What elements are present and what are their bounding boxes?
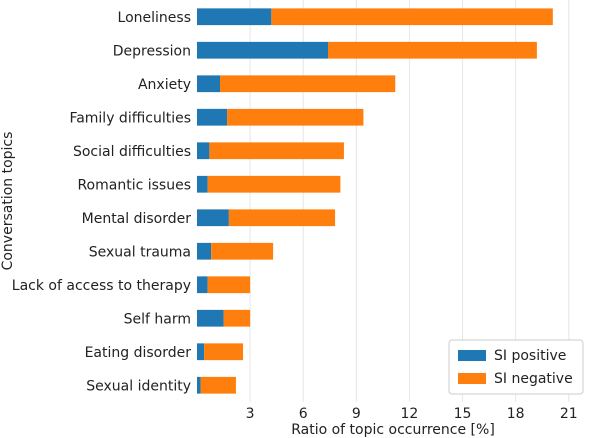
x-tick-labels: 3 6 9 12 15 18 21 xyxy=(246,406,578,422)
bars-group xyxy=(197,8,553,394)
bar-anxiety-si-negative xyxy=(220,75,396,93)
legend-label-si-negative: SI negative xyxy=(494,371,573,387)
bar-anxiety-si-positive xyxy=(197,75,221,93)
bar-loneliness-si-positive xyxy=(197,8,272,26)
legend-swatch-si-negative xyxy=(458,373,486,384)
y-tick-label-eating-disorder: Eating disorder xyxy=(85,345,192,361)
y-axis-title: Conversation topics xyxy=(0,132,16,271)
y-tick-label-loneliness: Loneliness xyxy=(118,10,191,26)
bar-sexual-identity-si-negative xyxy=(200,376,236,394)
bar-eating-disorder-si-negative xyxy=(204,343,244,361)
y-tick-label-sexual-identity: Sexual identity xyxy=(86,378,191,394)
legend-swatch-si-positive xyxy=(458,350,486,361)
y-tick-label-mental-disorder: Mental disorder xyxy=(82,211,192,227)
y-tick-label-lack-of-access-to-therapy: Lack of access to therapy xyxy=(12,278,191,294)
y-tick-label-romantic-issues: Romantic issues xyxy=(77,177,191,193)
legend: SI positive SI negative xyxy=(448,339,584,395)
x-tick-label-3: 3 xyxy=(246,406,255,422)
x-tick-label-18: 18 xyxy=(507,406,525,422)
bar-lack-of-access-to-therapy-si-negative xyxy=(207,276,251,294)
bar-self-harm-si-negative xyxy=(223,309,251,327)
bar-family-difficulties-si-positive xyxy=(197,108,228,126)
bar-lack-of-access-to-therapy-si-positive xyxy=(197,276,208,294)
gridlines xyxy=(249,0,570,402)
y-tick-label-self-harm: Self harm xyxy=(124,311,191,327)
x-tick-label-12: 12 xyxy=(401,406,419,422)
y-tick-label-social-difficulties: Social difficulties xyxy=(73,144,191,160)
y-tick-label-anxiety: Anxiety xyxy=(138,77,191,93)
bar-social-difficulties-si-negative xyxy=(209,142,344,160)
x-tick-label-9: 9 xyxy=(352,406,361,422)
bar-depression-si-positive xyxy=(197,41,328,59)
x-tick-label-6: 6 xyxy=(299,406,308,422)
bar-sexual-trauma-si-negative xyxy=(211,242,274,260)
bar-sexual-identity-si-positive xyxy=(197,376,201,394)
legend-label-si-positive: SI positive xyxy=(494,348,566,364)
bar-mental-disorder-si-negative xyxy=(228,209,336,227)
y-tick-labels: Loneliness Depression Anxiety Family diffic… xyxy=(12,10,191,395)
bar-self-harm-si-positive xyxy=(197,309,224,327)
bar-depression-si-negative xyxy=(328,41,537,59)
y-tick-label-sexual-trauma: Sexual trauma xyxy=(89,244,191,260)
y-tick-label-family-difficulties: Family difficulties xyxy=(69,110,191,126)
bar-romantic-issues-si-negative xyxy=(207,175,341,193)
y-tick-label-depression: Depression xyxy=(113,43,191,59)
bar-social-difficulties-si-positive xyxy=(197,142,210,160)
bar-eating-disorder-si-positive xyxy=(197,343,205,361)
bar-family-difficulties-si-negative xyxy=(227,108,364,126)
plot-area xyxy=(197,0,590,402)
x-tick-label-21: 21 xyxy=(560,406,578,422)
bar-loneliness-si-negative xyxy=(271,8,553,26)
x-tick-label-15: 15 xyxy=(454,406,472,422)
bar-romantic-issues-si-positive xyxy=(197,175,208,193)
bar-sexual-trauma-si-positive xyxy=(197,242,212,260)
bar-mental-disorder-si-positive xyxy=(197,209,229,227)
x-axis-title: Ratio of topic occurrence [%] xyxy=(291,422,495,438)
